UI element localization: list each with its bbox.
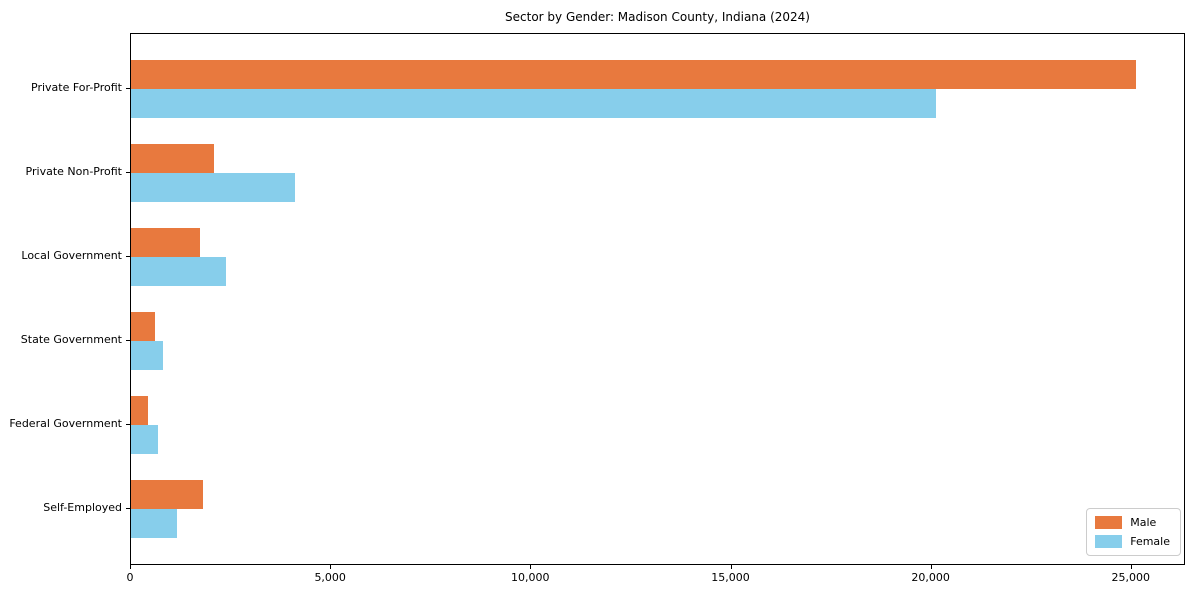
bar-male-1	[131, 60, 1136, 89]
x-tick-3	[530, 565, 532, 569]
bar-male-6	[131, 480, 203, 509]
x-tick-2	[330, 565, 332, 569]
chart-title: Sector by Gender: Madison County, Indian…	[505, 10, 810, 24]
y-tick-4	[126, 340, 130, 341]
male-color-swatch	[1095, 516, 1123, 529]
category-label: Local Government	[21, 249, 122, 262]
x-tick-1	[130, 565, 131, 569]
y-tick-5	[126, 424, 130, 425]
bar-female-4	[131, 341, 163, 370]
bar-female-5	[131, 425, 158, 454]
x-tick-label: 10,000	[511, 571, 550, 584]
x-tick-label: 15,000	[711, 571, 750, 584]
x-tick-label: 25,000	[1111, 571, 1151, 584]
bar-male-5	[131, 396, 148, 425]
x-tick-4	[730, 565, 732, 569]
bar-male-4	[131, 312, 155, 341]
legend: Male Female	[1086, 508, 1181, 556]
bar-male-3	[131, 228, 200, 257]
category-label: State Government	[20, 333, 122, 346]
y-tick-1	[126, 88, 130, 89]
y-tick-3	[126, 256, 130, 257]
bar-female-3	[131, 257, 226, 286]
x-tick-6	[1130, 565, 1132, 569]
x-tick-label: 20,000	[911, 571, 950, 584]
bar-female-1	[131, 89, 936, 118]
category-label: Private For-Profit	[31, 81, 122, 94]
y-tick-2	[126, 172, 130, 173]
female-color-swatch	[1095, 535, 1123, 548]
y-tick-6	[126, 508, 130, 509]
legend-entry-male: Male	[1095, 516, 1170, 529]
category-label: Federal Government	[9, 417, 122, 430]
legend-entry-female: Female	[1095, 535, 1170, 548]
plot-area	[130, 33, 1185, 565]
category-label: Private Non-Profit	[25, 165, 122, 178]
x-tick-label: 0	[126, 571, 134, 584]
category-label: Self-Employed	[43, 501, 122, 514]
bar-male-2	[131, 144, 214, 173]
legend-label-male: Male	[1130, 516, 1157, 529]
legend-label-female: Female	[1130, 535, 1170, 548]
x-tick-label: 5,000	[314, 571, 346, 584]
bar-female-6	[131, 509, 177, 538]
bar-female-2	[131, 173, 296, 202]
x-tick-5	[930, 565, 932, 569]
